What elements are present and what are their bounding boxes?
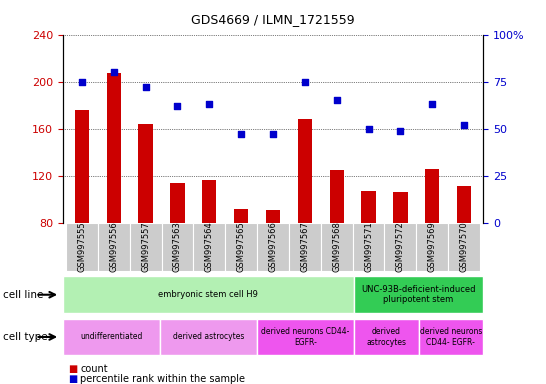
Bar [75, 110, 89, 223]
Text: GSM997557: GSM997557 [141, 221, 150, 272]
Point [460, 122, 468, 128]
Bar [330, 170, 344, 223]
Bar [425, 169, 440, 223]
Text: derived neurons CD44-
EGFR-: derived neurons CD44- EGFR- [261, 327, 349, 347]
Text: embryonic stem cell H9: embryonic stem cell H9 [158, 290, 258, 299]
Text: GSM997564: GSM997564 [205, 221, 214, 272]
Bar [353, 223, 384, 271]
Point [109, 69, 118, 75]
Bar [457, 186, 471, 223]
Text: GSM997572: GSM997572 [396, 221, 405, 272]
Text: GSM997570: GSM997570 [460, 221, 468, 272]
Text: derived astrocytes: derived astrocytes [173, 333, 244, 341]
Text: undifferentiated: undifferentiated [80, 333, 143, 341]
Point [237, 131, 246, 137]
Text: GSM997568: GSM997568 [332, 221, 341, 272]
Text: GSM997556: GSM997556 [109, 221, 118, 272]
Bar [298, 119, 312, 223]
Point [173, 103, 182, 109]
Bar [139, 124, 153, 223]
Text: GDS4669 / ILMN_1721559: GDS4669 / ILMN_1721559 [191, 13, 355, 26]
Bar [448, 223, 480, 271]
Bar [202, 180, 216, 223]
Bar [289, 223, 321, 271]
Point [396, 127, 405, 134]
Bar [416, 223, 448, 271]
Text: GSM997571: GSM997571 [364, 221, 373, 272]
Bar [321, 223, 353, 271]
Text: GSM997567: GSM997567 [300, 221, 310, 272]
Bar [361, 191, 376, 223]
Bar [98, 223, 130, 271]
Bar [257, 223, 289, 271]
Bar [384, 223, 417, 271]
Bar [66, 223, 98, 271]
Text: GSM997569: GSM997569 [428, 221, 437, 272]
Text: derived
astrocytes: derived astrocytes [366, 327, 406, 347]
Point [364, 126, 373, 132]
Text: UNC-93B-deficient-induced
pluripotent stem: UNC-93B-deficient-induced pluripotent st… [361, 285, 476, 305]
Text: cell line: cell line [3, 290, 43, 300]
Bar [225, 223, 257, 271]
Point [205, 101, 213, 107]
Bar [234, 209, 248, 223]
Text: GSM997563: GSM997563 [173, 221, 182, 272]
Point [269, 131, 277, 137]
Text: derived neurons
CD44- EGFR-: derived neurons CD44- EGFR- [420, 327, 482, 347]
Bar [130, 223, 162, 271]
Point [78, 79, 86, 85]
Point [300, 79, 309, 85]
Text: percentile rank within the sample: percentile rank within the sample [80, 374, 245, 384]
Text: GSM997565: GSM997565 [236, 221, 246, 272]
Bar [393, 192, 407, 223]
Text: GSM997555: GSM997555 [78, 222, 86, 272]
Text: cell type: cell type [3, 332, 48, 342]
Bar [193, 223, 225, 271]
Bar [170, 183, 185, 223]
Point [333, 98, 341, 104]
Bar [266, 210, 280, 223]
Text: count: count [80, 364, 108, 374]
Bar [106, 73, 121, 223]
Text: GSM997566: GSM997566 [269, 221, 277, 272]
Text: ■: ■ [68, 374, 78, 384]
Text: ■: ■ [68, 364, 78, 374]
Point [428, 101, 437, 107]
Bar [162, 223, 193, 271]
Point [141, 84, 150, 90]
